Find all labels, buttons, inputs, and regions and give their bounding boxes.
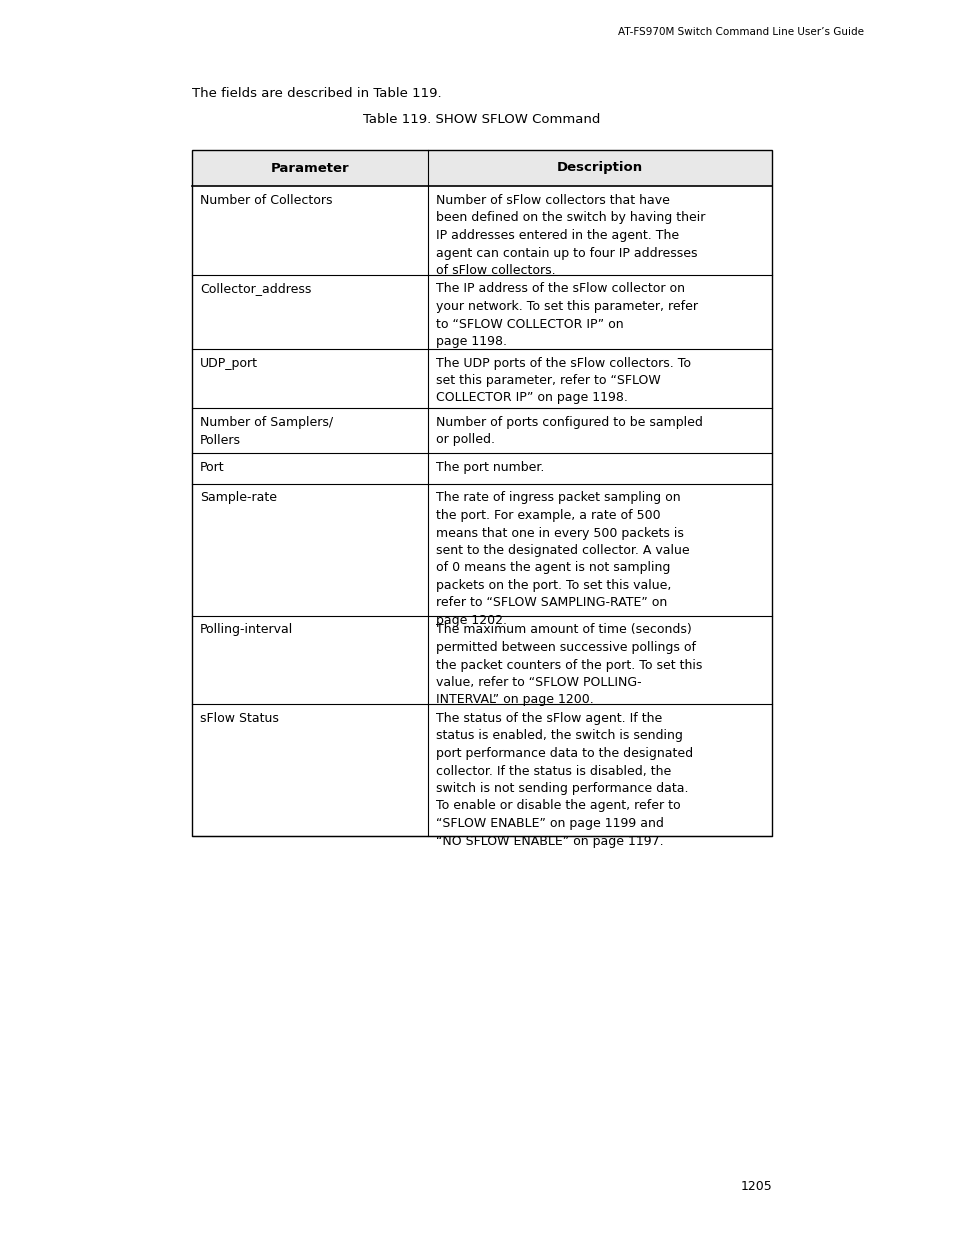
Text: Port: Port [200, 461, 224, 474]
Text: The UDP ports of the sFlow collectors. To
set this parameter, refer to “SFLOW
CO: The UDP ports of the sFlow collectors. T… [436, 357, 690, 405]
Text: Polling-interval: Polling-interval [200, 624, 293, 636]
Text: Table 119. SHOW SFLOW Command: Table 119. SHOW SFLOW Command [363, 112, 600, 126]
Text: Sample-rate: Sample-rate [200, 492, 276, 505]
Text: sFlow Status: sFlow Status [200, 713, 278, 725]
Text: The port number.: The port number. [436, 461, 544, 474]
Text: The fields are described in Table 119.: The fields are described in Table 119. [192, 86, 441, 100]
Text: The IP address of the sFlow collector on
your network. To set this parameter, re: The IP address of the sFlow collector on… [436, 283, 698, 348]
Bar [192, 149, 771, 186]
Text: Parameter: Parameter [271, 162, 349, 174]
Text: The status of the sFlow agent. If the
status is enabled, the switch is sending
p: The status of the sFlow agent. If the st… [436, 713, 693, 847]
Text: Number of sFlow collectors that have
been defined on the switch by having their
: Number of sFlow collectors that have bee… [436, 194, 704, 277]
Text: Description: Description [557, 162, 642, 174]
Text: The rate of ingress packet sampling on
the port. For example, a rate of 500
mean: The rate of ingress packet sampling on t… [436, 492, 689, 627]
Text: UDP_port: UDP_port [200, 357, 257, 369]
Bar [192, 149, 771, 836]
Text: Collector_address: Collector_address [200, 283, 311, 295]
Text: The maximum amount of time (seconds)
permitted between successive pollings of
th: The maximum amount of time (seconds) per… [436, 624, 701, 706]
Text: 1205: 1205 [740, 1179, 771, 1193]
Text: Number of Collectors: Number of Collectors [200, 194, 333, 207]
Text: AT-FS970M Switch Command Line User’s Guide: AT-FS970M Switch Command Line User’s Gui… [618, 27, 863, 37]
Text: Number of Samplers/
Pollers: Number of Samplers/ Pollers [200, 416, 333, 447]
Text: Number of ports configured to be sampled
or polled.: Number of ports configured to be sampled… [436, 416, 702, 447]
